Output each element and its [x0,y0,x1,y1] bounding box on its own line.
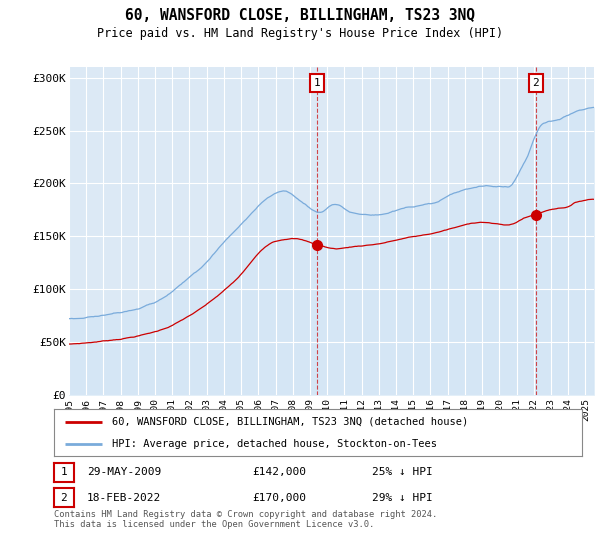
Text: £142,000: £142,000 [252,468,306,477]
Text: 18-FEB-2022: 18-FEB-2022 [87,493,161,502]
Text: 60, WANSFORD CLOSE, BILLINGHAM, TS23 3NQ (detached house): 60, WANSFORD CLOSE, BILLINGHAM, TS23 3NQ… [112,417,469,427]
Text: HPI: Average price, detached house, Stockton-on-Tees: HPI: Average price, detached house, Stoc… [112,438,437,449]
Text: 29% ↓ HPI: 29% ↓ HPI [372,493,433,502]
Text: 2: 2 [532,78,539,88]
Text: £170,000: £170,000 [252,493,306,502]
Text: 1: 1 [61,468,67,477]
Text: 2: 2 [61,493,67,502]
Text: 1: 1 [314,78,320,88]
Text: Price paid vs. HM Land Registry's House Price Index (HPI): Price paid vs. HM Land Registry's House … [97,27,503,40]
Text: 29-MAY-2009: 29-MAY-2009 [87,468,161,477]
Text: 25% ↓ HPI: 25% ↓ HPI [372,468,433,477]
Text: 60, WANSFORD CLOSE, BILLINGHAM, TS23 3NQ: 60, WANSFORD CLOSE, BILLINGHAM, TS23 3NQ [125,8,475,24]
Text: Contains HM Land Registry data © Crown copyright and database right 2024.
This d: Contains HM Land Registry data © Crown c… [54,510,437,529]
